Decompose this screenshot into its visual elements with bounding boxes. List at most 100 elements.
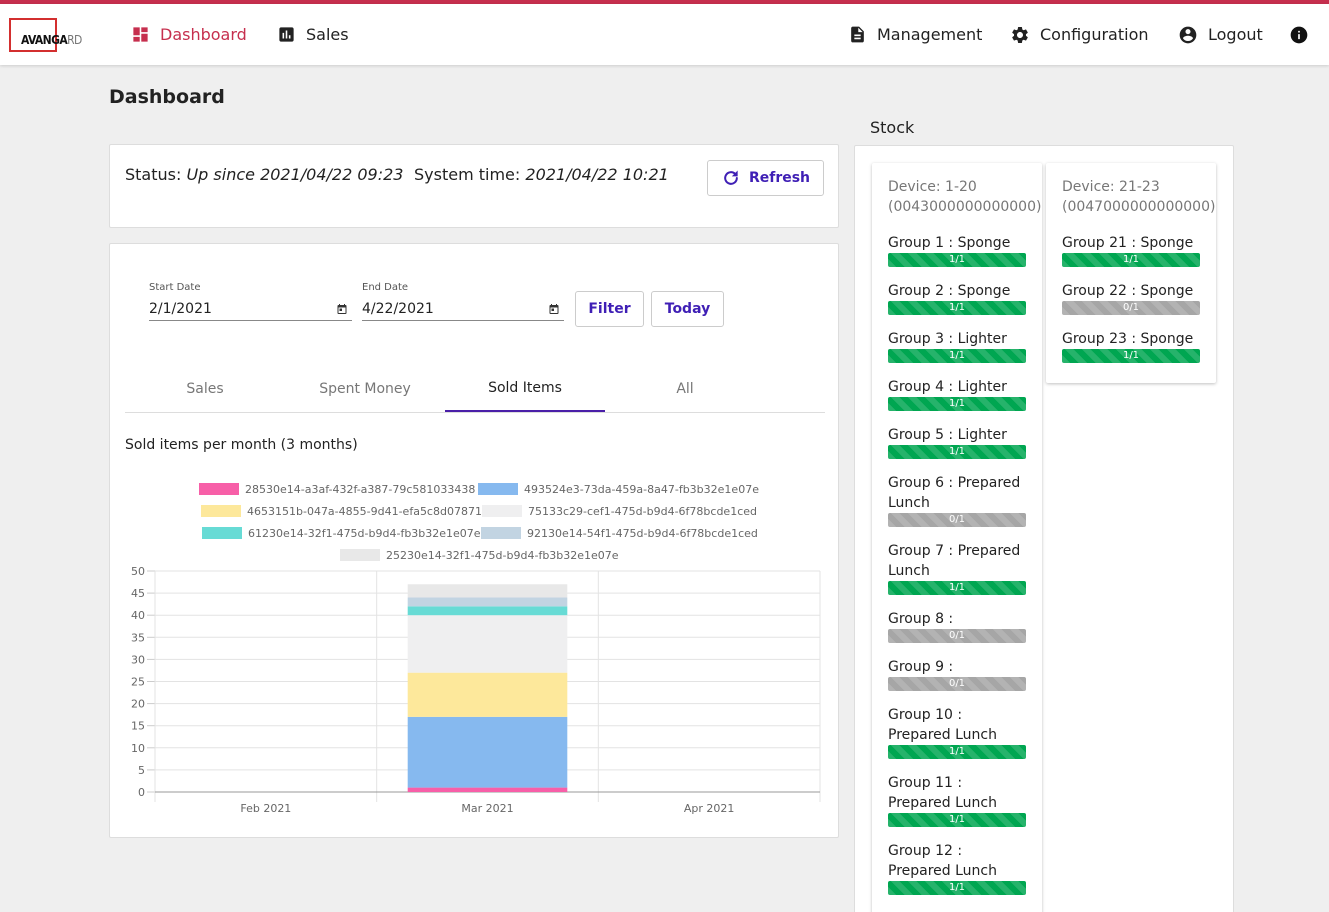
system-time-value: 2021/04/22 10:21 [525,165,669,184]
stock-group: Group 1 : Sponge 1/1 [888,233,1026,267]
legend-swatch [340,549,380,561]
tab-spent-money[interactable]: Spent Money [319,381,411,397]
avangard-logo[interactable]: AVANGARD [9,18,82,52]
group-name: Group 7 : Prepared Lunch [888,543,1021,579]
nav-sales-label: Sales [306,25,349,44]
stock-group: Group 10 : Prepared Lunch 1/1 [888,705,1026,759]
stock-level-bar: 1/1 [888,813,1026,827]
account-circle-icon [1179,26,1197,43]
group-name: Group 8 : [888,611,954,627]
stock-level-bar: 1/1 [888,445,1026,459]
legend-item[interactable]: 75133c29-cef1-475d-b9d4-6f78bcde1ced [482,504,757,518]
legend-item[interactable]: 25230e14-32f1-475d-b9d4-fb3b32e1e07e [340,548,619,562]
chart-title: Sold items per month (3 months) [125,437,358,453]
x-tick-label: Mar 2021 [461,802,513,815]
device-id: (0047000000000000) [1062,199,1216,215]
nav-management[interactable]: Management [848,4,982,65]
legend-item[interactable]: 92130e14-54f1-475d-b9d4-6f78bcde1ced [481,526,758,540]
today-button[interactable]: Today [651,291,724,327]
group-name: Group 23 : Sponge [1062,331,1194,347]
page-title: Dashboard [109,86,225,108]
x-tick-label: Feb 2021 [240,802,291,815]
top-navbar: AVANGARD Dashboard Sales Management Conf… [0,4,1329,65]
legend-item[interactable]: 61230e14-32f1-475d-b9d4-fb3b32e1e07e [202,526,481,540]
end-date-value[interactable]: 4/22/2021 [362,301,434,317]
legend-item[interactable]: 4653151b-047a-4855-9d41-efa5c8d07871 [201,504,482,518]
system-time-label: System time: [414,165,521,184]
bar-segment [407,606,568,616]
y-tick-label: 15 [131,720,145,733]
logo-text-bold: AVANGA [21,33,68,47]
group-name: Group 5 : Lighter [888,427,1007,443]
stock-level-bar: 1/1 [888,253,1026,267]
bar-segment [407,672,568,717]
status-text: Status: Up since 2021/04/22 09:23 [125,165,403,184]
logo-text: AVANGARD [21,33,82,47]
group-name: Group 11 : Prepared Lunch [888,775,997,811]
nav-logout[interactable]: Logout [1178,4,1263,65]
device-card: Device: 21-23 (0047000000000000) Group 2… [1046,163,1216,383]
legend-label: 28530e14-a3af-432f-a387-79c581033438 [245,482,476,496]
stock-group: Group 7 : Prepared Lunch 1/1 [888,541,1026,595]
legend-item[interactable]: 493524e3-73da-459a-8a47-fb3b32e1e07e [478,482,759,496]
group-name: Group 6 : Prepared Lunch [888,475,1021,511]
stock-card: Device: 1-20 (0043000000000000) Group 1 … [854,145,1234,912]
legend-swatch [481,527,521,539]
nav-sales[interactable]: Sales [277,4,349,65]
end-date-field[interactable]: End Date 4/22/2021 [362,282,564,321]
stock-level-bar: 1/1 [888,581,1026,595]
group-name: Group 1 : Sponge [888,235,1011,251]
start-date-field[interactable]: Start Date 2/1/2021 [149,282,352,321]
legend-swatch [201,505,241,517]
device-id: (0043000000000000) [888,199,1042,215]
tab-sales[interactable]: Sales [186,381,224,397]
stock-group: Group 21 : Sponge 1/1 [1062,233,1200,267]
group-name: Group 3 : Lighter [888,331,1007,347]
legend-item[interactable]: 28530e14-a3af-432f-a387-79c581033438 [199,482,475,496]
start-date-value[interactable]: 2/1/2021 [149,301,212,317]
status-card: Status: Up since 2021/04/22 09:23 System… [109,144,839,228]
nav-dashboard[interactable]: Dashboard [131,4,247,65]
nav-configuration[interactable]: Configuration [1010,4,1149,65]
stock-level-bar: 1/1 [888,301,1026,315]
stacked-bar-chart: 0 5 10 15 20 25 30 35 40 45 50 Feb 2021 Mar 2021 Apr … [131,565,821,815]
y-tick-label: 50 [131,565,145,578]
y-tick-label: 10 [131,742,145,755]
device-header: Device: 1-20 (0043000000000000) [888,177,1041,217]
info-button[interactable] [1289,4,1319,65]
stock-group: Group 5 : Lighter 1/1 [888,425,1026,459]
calendar-icon[interactable] [336,303,348,315]
stock-group: Group 6 : Prepared Lunch 0/1 [888,473,1026,527]
stock-title: Stock [870,118,915,137]
stock-level-bar: 1/1 [888,745,1026,759]
stock-level-bar: 1/1 [1062,349,1200,363]
refresh-icon [724,170,738,185]
logo-frame [9,18,57,52]
nav-logout-label: Logout [1208,25,1263,44]
chart-tabs: Sales Spent Money Sold Items All [125,366,825,413]
stock-level-bar: 0/1 [888,513,1026,527]
legend-label: 75133c29-cef1-475d-b9d4-6f78bcde1ced [528,504,757,518]
stock-level-bar: 1/1 [888,881,1026,895]
tab-sold-items[interactable]: Sold Items [445,366,605,412]
device-header: Device: 21-23 (0047000000000000) [1062,177,1215,217]
document-icon [851,26,864,43]
calendar-icon[interactable] [548,303,560,315]
filter-button[interactable]: Filter [575,291,644,327]
stock-group: Group 23 : Sponge 1/1 [1062,329,1200,363]
y-tick-label: 30 [131,653,145,666]
legend-label: 493524e3-73da-459a-8a47-fb3b32e1e07e [524,482,759,496]
group-name: Group 2 : Sponge [888,283,1011,299]
stock-group: Group 22 : Sponge 0/1 [1062,281,1200,315]
top-accent-stripe [0,0,1329,4]
group-name: Group 12 : Prepared Lunch [888,843,997,879]
refresh-button[interactable]: Refresh [707,160,824,196]
legend-swatch [202,527,242,539]
tab-all[interactable]: All [676,381,694,397]
legend-label: 4653151b-047a-4855-9d41-efa5c8d07871 [247,504,482,518]
stock-group: Group 3 : Lighter 1/1 [888,329,1026,363]
logo-text-light: RD [67,33,82,47]
legend-label: 61230e14-32f1-475d-b9d4-fb3b32e1e07e [248,526,481,540]
bar-chart-icon [279,27,294,42]
legend-swatch [199,483,239,495]
